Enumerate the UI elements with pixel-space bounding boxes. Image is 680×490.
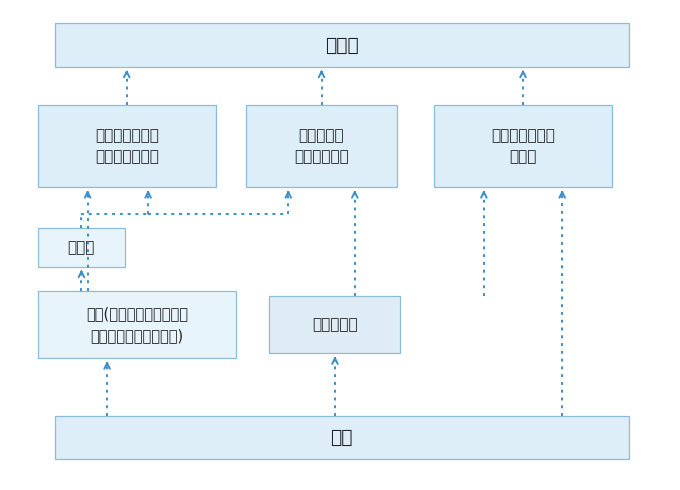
Text: 国家公務員採用
一般職: 国家公務員採用 一般職 <box>491 128 555 165</box>
FancyBboxPatch shape <box>246 105 397 187</box>
Text: 短大、高専: 短大、高専 <box>312 317 358 332</box>
FancyBboxPatch shape <box>434 105 612 187</box>
Text: 外務省専門
職員採用試験: 外務省専門 職員採用試験 <box>294 128 349 165</box>
FancyBboxPatch shape <box>38 105 216 187</box>
Text: 外交官: 外交官 <box>325 36 358 54</box>
Text: 大学(法学系、政治学系、
国際関係学系学部など): 大学(法学系、政治学系、 国際関係学系学部など) <box>86 306 188 343</box>
FancyBboxPatch shape <box>38 291 236 358</box>
FancyBboxPatch shape <box>38 228 125 267</box>
FancyBboxPatch shape <box>269 295 401 353</box>
Text: 国家公務員採用
総合職・一般職: 国家公務員採用 総合職・一般職 <box>95 128 158 165</box>
FancyBboxPatch shape <box>54 416 629 459</box>
Text: 大学院: 大学院 <box>68 240 95 255</box>
Text: 高校: 高校 <box>330 428 353 447</box>
FancyBboxPatch shape <box>54 24 629 67</box>
